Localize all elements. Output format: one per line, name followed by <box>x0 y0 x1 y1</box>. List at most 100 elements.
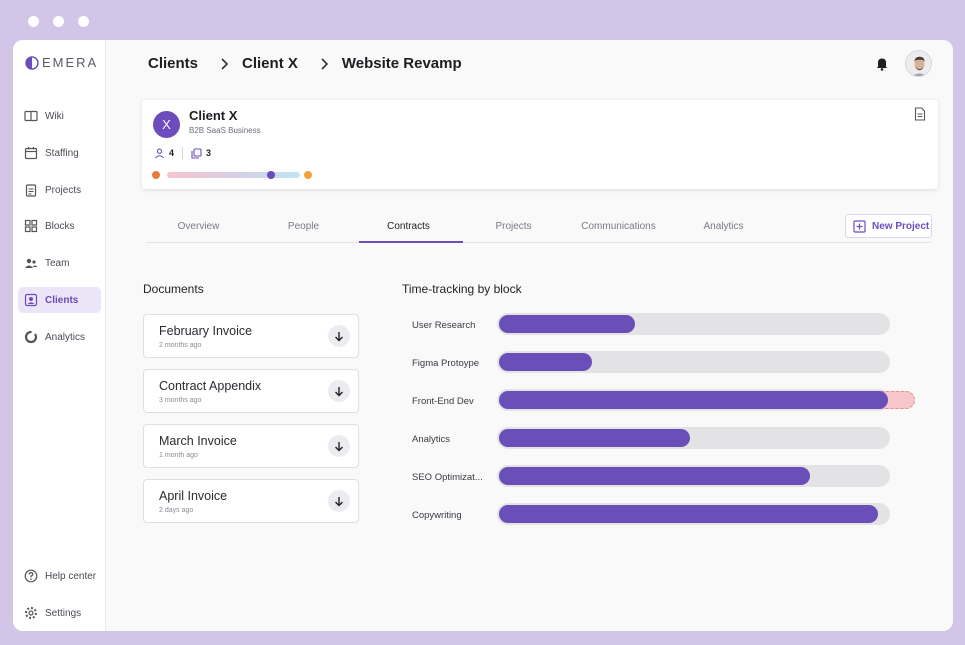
sidebar: EMERA Wiki Staffing Projects Blocks Team… <box>13 40 106 631</box>
document-time: 2 months ago <box>159 342 202 349</box>
sidebar-item-label: Settings <box>45 607 82 619</box>
tab-analytics[interactable]: Analytics <box>703 221 744 232</box>
block-progress-track <box>497 465 890 487</box>
window-dot[interactable] <box>28 16 39 27</box>
sidebar-item-staffing[interactable]: Staffing <box>18 140 101 166</box>
download-button[interactable] <box>328 490 350 512</box>
sidebar-item-label: Wiki <box>45 110 64 122</box>
tab-overview[interactable]: Overview <box>177 221 220 232</box>
chevron-right-icon <box>320 57 329 70</box>
window-controls <box>28 16 89 27</box>
happy-face-icon <box>304 171 312 179</box>
logo-icon <box>25 55 39 70</box>
bell-icon[interactable] <box>875 56 889 76</box>
tab-projects[interactable]: Projects <box>495 221 532 232</box>
documents-title: Documents <box>143 282 204 296</box>
document-name: April Invoice <box>159 489 228 503</box>
block-progress-fill <box>499 391 888 409</box>
sidebar-item-label: Blocks <box>45 220 75 232</box>
window-dot[interactable] <box>78 16 89 27</box>
document-icon[interactable] <box>914 107 926 126</box>
tab-contracts[interactable]: Contracts <box>387 221 430 232</box>
donut-icon <box>24 330 38 344</box>
block-progress-track <box>497 503 890 525</box>
block-label: Front-End Dev <box>412 396 474 407</box>
block-label: User Research <box>412 320 476 331</box>
logo-text: EMERA <box>42 55 99 70</box>
block-label: Analytics <box>412 434 451 445</box>
document-time: 3 months ago <box>159 397 202 404</box>
avatar[interactable] <box>905 50 932 77</box>
document-item[interactable]: February Invoice 2 months ago <box>143 314 359 358</box>
block-label: SEO Optimizat... <box>412 472 483 483</box>
sidebar-item-wiki[interactable]: Wiki <box>18 103 101 129</box>
download-button[interactable] <box>328 435 350 457</box>
sidebar-item-label: Projects <box>45 184 82 196</box>
tab-people[interactable]: People <box>287 221 320 232</box>
logo[interactable]: EMERA <box>25 55 98 70</box>
block-progress-track <box>497 351 890 373</box>
document-name: March Invoice <box>159 434 237 448</box>
block-progress-track <box>497 313 890 335</box>
clipboard-icon <box>25 184 37 197</box>
clients-icon <box>24 293 38 307</box>
active-tab-indicator <box>359 241 463 243</box>
block-progress-fill <box>499 315 635 333</box>
sidebar-item-settings[interactable]: Settings <box>18 600 101 626</box>
divider <box>182 147 184 159</box>
window-dot[interactable] <box>53 16 64 27</box>
chevron-right-icon <box>220 57 229 70</box>
document-name: Contract Appendix <box>159 379 262 393</box>
sidebar-item-analytics[interactable]: Analytics <box>18 324 101 350</box>
sidebar-item-label: Staffing <box>45 147 79 159</box>
team-icon <box>25 258 38 268</box>
arrow-down-icon <box>335 496 343 506</box>
sidebar-item-projects[interactable]: Projects <box>18 177 101 203</box>
document-item[interactable]: March Invoice 1 month ago <box>143 424 359 468</box>
angry-face-icon <box>152 171 160 179</box>
tab-communications[interactable]: Communications <box>581 221 656 232</box>
sidebar-item-label: Help center <box>45 570 97 582</box>
projects-count: 3 <box>206 148 212 158</box>
download-button[interactable] <box>328 380 350 402</box>
sidebar-item-blocks[interactable]: Blocks <box>18 213 101 239</box>
sidebar-item-label: Clients <box>45 294 79 306</box>
sentiment-meter <box>152 170 314 180</box>
new-project-button[interactable]: New Project <box>845 214 932 238</box>
document-item[interactable]: Contract Appendix 3 months ago <box>143 369 359 413</box>
sidebar-item-team[interactable]: Team <box>18 250 101 276</box>
tab-bar: Overview People Contracts Projects Commu… <box>146 213 932 243</box>
block-progress-track <box>497 427 890 449</box>
breadcrumb-item[interactable]: Client X <box>242 55 298 72</box>
app-window: EMERA Wiki Staffing Projects Blocks Team… <box>13 40 953 631</box>
client-card: X Client X B2B SaaS Business 4 3 <box>142 100 938 189</box>
sentiment-track <box>167 172 300 178</box>
breadcrumb-item: Website Revamp <box>341 55 462 72</box>
sidebar-item-label: Team <box>45 257 70 269</box>
block-label: Figma Protoype <box>412 358 480 369</box>
block-progress-fill <box>499 467 810 485</box>
sentiment-knob[interactable] <box>267 171 275 179</box>
document-time: 2 days ago <box>159 507 194 514</box>
document-name: February Invoice <box>159 324 253 338</box>
help-icon <box>24 569 38 583</box>
arrow-down-icon <box>335 386 343 396</box>
wiki-icon <box>24 110 38 122</box>
time-tracking-title: Time-tracking by block <box>402 282 522 296</box>
block-progress-track <box>497 389 915 411</box>
sidebar-item-clients[interactable]: Clients <box>18 287 101 313</box>
arrow-down-icon <box>335 331 343 341</box>
main-content: Clients Client X Website Revamp X Client… <box>106 40 953 631</box>
document-item[interactable]: April Invoice 2 days ago <box>143 479 359 523</box>
sidebar-item-help-center[interactable]: Help center <box>18 563 101 589</box>
breadcrumb: Clients Client X Website Revamp <box>148 55 462 72</box>
breadcrumb-item[interactable]: Clients <box>148 55 199 72</box>
block-progress-fill <box>499 429 690 447</box>
client-stats: 4 3 <box>154 147 211 159</box>
person-icon <box>155 148 164 158</box>
download-button[interactable] <box>328 325 350 347</box>
client-avatar: X <box>153 111 180 138</box>
projects-stack-icon <box>191 147 202 159</box>
block-label: Copywriting <box>412 510 462 521</box>
client-subtitle: B2B SaaS Business <box>189 126 261 135</box>
